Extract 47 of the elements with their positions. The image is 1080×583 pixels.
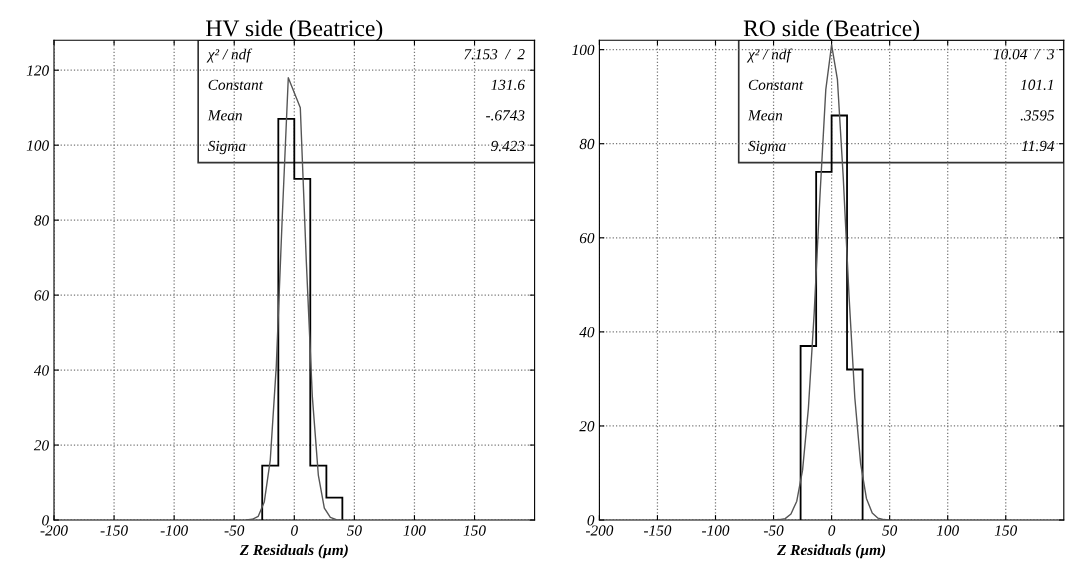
y-tick-label: 120: [26, 65, 49, 76]
annotation: 101.1: [1020, 79, 1053, 90]
x-tick-label: -50: [224, 525, 245, 536]
x-tick-label: -100: [160, 525, 188, 536]
x-tick-label: 0: [828, 525, 836, 536]
annotation: Sigma: [207, 140, 246, 155]
x-axis-title: Z Residuals (µm): [777, 544, 886, 559]
y-tick-label: 80: [34, 215, 49, 226]
y-tick-label: 60: [34, 290, 49, 301]
y-tick-label: 100: [572, 44, 595, 56]
y-tick-label: 100: [26, 140, 49, 151]
annotation: Mean: [747, 110, 783, 121]
x-tick-label: -150: [100, 525, 128, 536]
y-tick-label: 20: [33, 440, 49, 451]
x-tick-label: 100: [936, 525, 959, 536]
chart-title: RO side (Beatrice): [743, 19, 920, 42]
y-tick-label: 40: [33, 365, 49, 376]
y-tick-label: 60: [579, 232, 595, 244]
x-tick-label: 50: [346, 525, 362, 536]
x-tick-label: -50: [763, 525, 784, 536]
x-tick-label: 150: [463, 525, 486, 536]
y-tick-label: 80: [579, 138, 595, 150]
x-tick-label: -200: [40, 525, 68, 536]
x-tick-label: 50: [882, 525, 898, 536]
annotation: 131.6: [491, 79, 525, 90]
annotation: Constant: [748, 79, 804, 90]
y-tick-label: 0: [587, 515, 595, 526]
x-tick-label: -100: [702, 525, 730, 536]
y-tick-label: 0: [42, 515, 49, 526]
annotation: χ² / ndf: [206, 48, 253, 63]
x-tick-label: 150: [994, 525, 1018, 536]
y-tick-label: 20: [579, 421, 595, 432]
annotation: Sigma: [748, 140, 786, 155]
x-tick-label: -150: [644, 525, 672, 536]
annotation: Constant: [208, 79, 264, 90]
annotation: 9.423: [491, 140, 525, 152]
chart-title: HV side (Beatrice): [206, 19, 383, 42]
x-tick-label: 100: [403, 525, 426, 536]
y-tick-label: 40: [579, 327, 595, 338]
x-axis-title: Z Residuals (µm): [239, 544, 348, 559]
annotation: .3595: [1020, 110, 1055, 121]
annotation: 7.153 / 2: [464, 49, 525, 60]
annotation: Mean: [207, 110, 242, 121]
annotation: 11.94: [1021, 140, 1055, 152]
annotation: -.6743: [486, 110, 525, 121]
x-tick-label: 0: [291, 525, 298, 536]
x-tick-label: -200: [585, 525, 614, 536]
